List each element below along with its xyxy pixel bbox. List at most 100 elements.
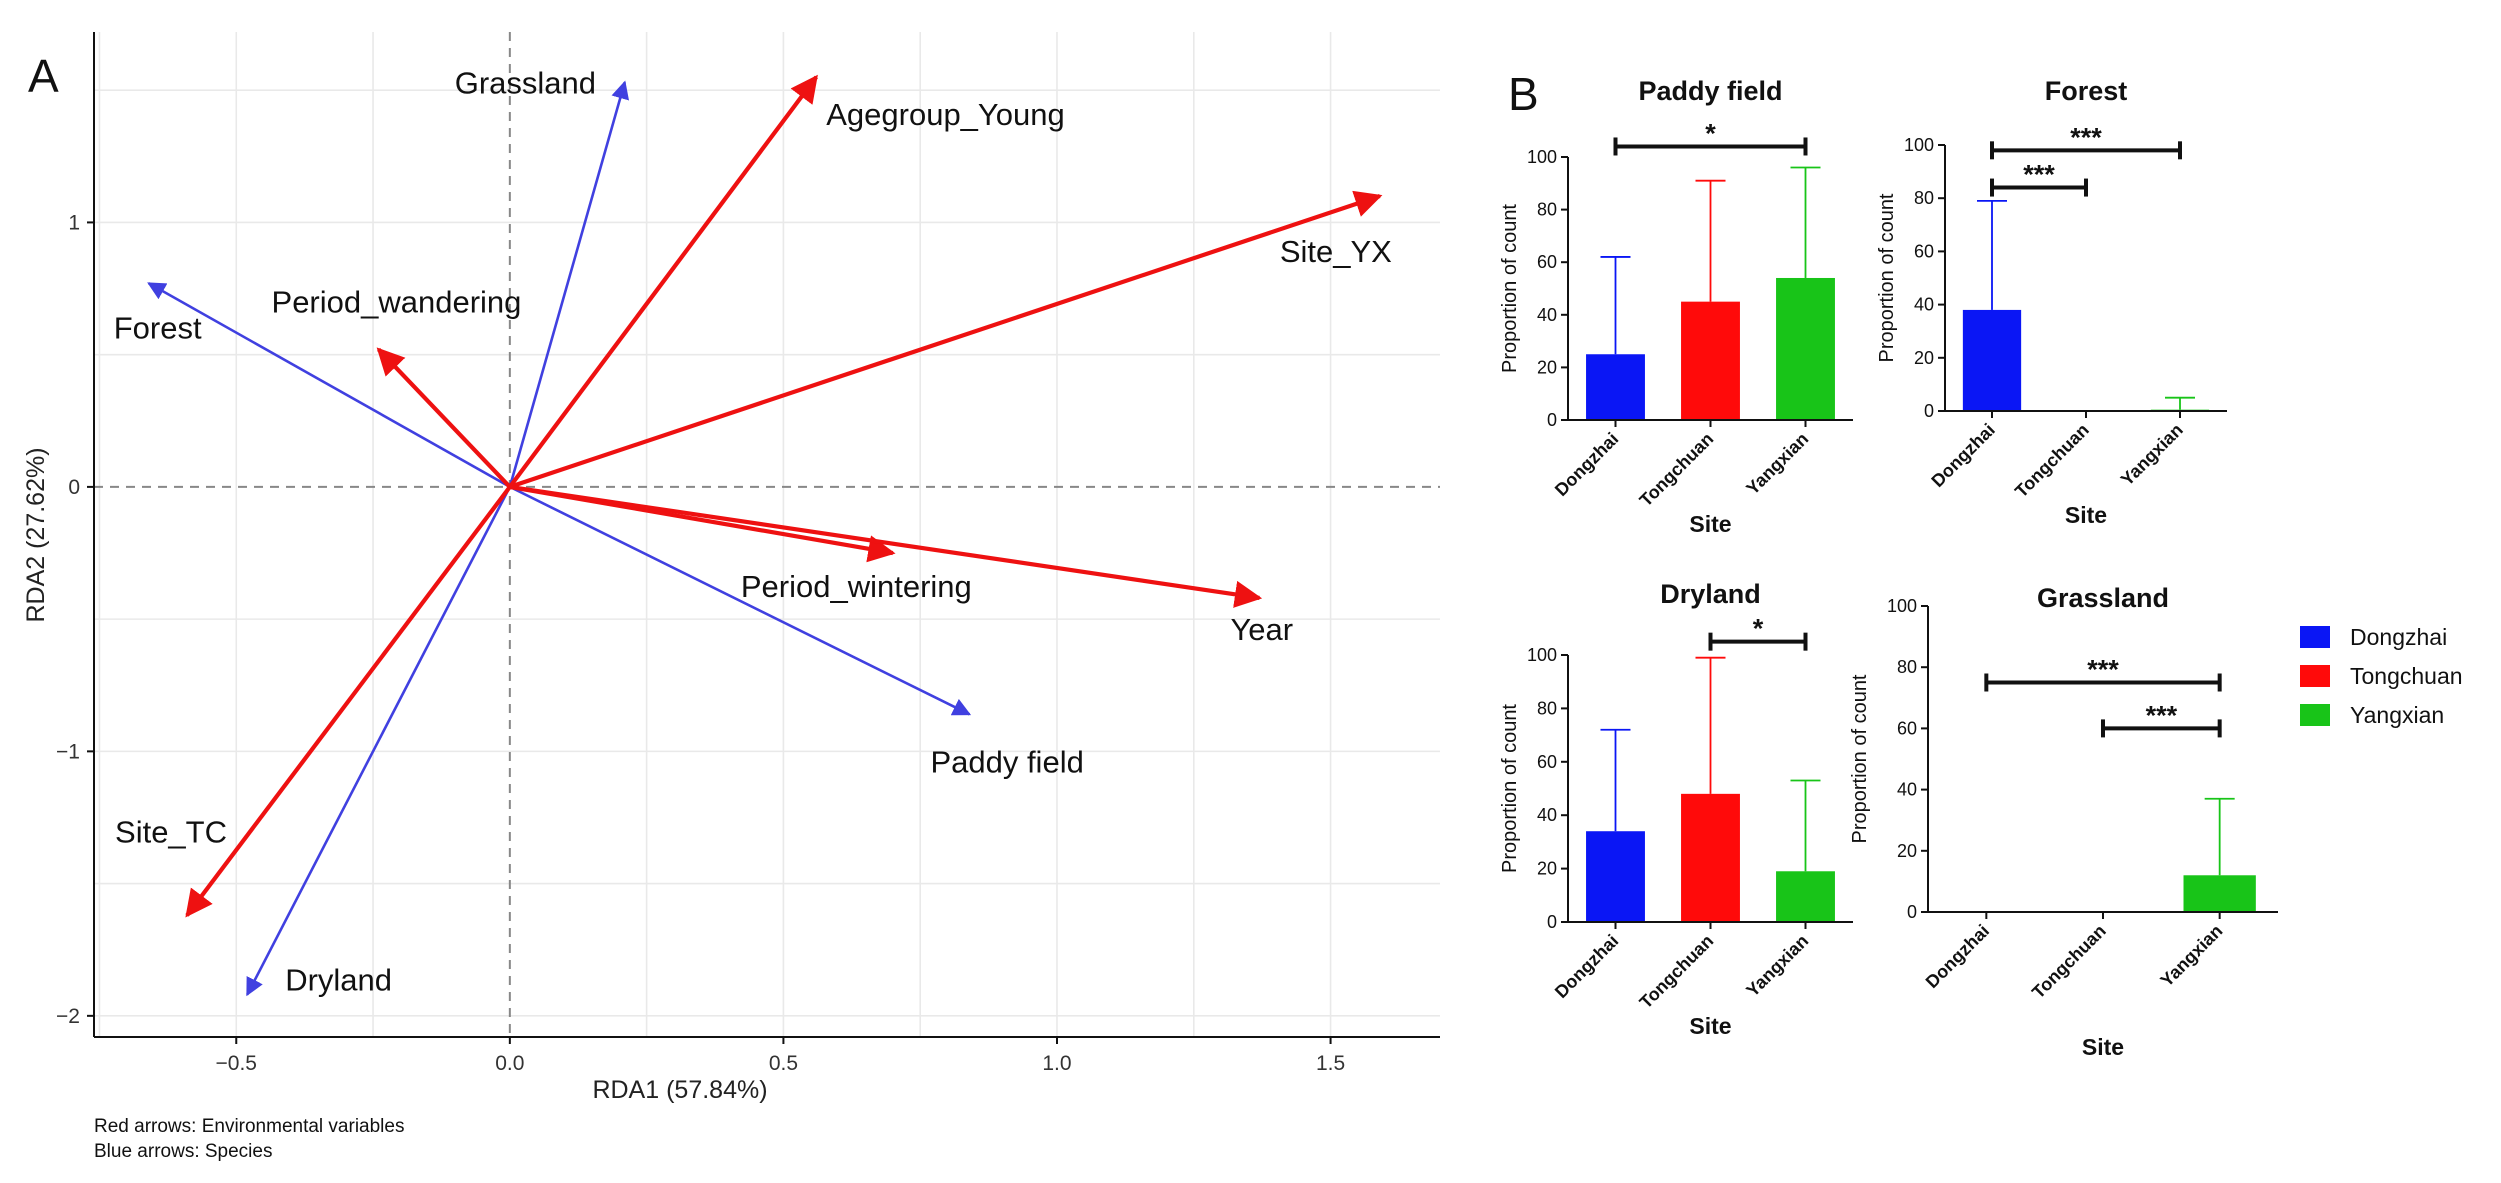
bar-y-tick-label: 80 [1914,188,1934,208]
bar-y-tick-label: 40 [1537,805,1557,825]
bar-chart-title: Grassland [2037,583,2169,613]
species-arrow-label-dryland: Dryland [285,963,392,998]
bar-chart-dryland: Dryland 0 20 40 60 80 100 Dongzhai Tongchuan Yang… [1499,579,1853,1039]
rda-x-tick-label: 1.0 [1042,1052,1071,1075]
legend-swatch-yangxian [2300,704,2330,726]
bar-x-axis-title: Site [1689,1013,1731,1039]
bar-y-tick-label: 20 [1897,841,1917,861]
species-arrow-label-paddy-field: Paddy field [930,744,1083,779]
bar-category-label-yangxian: Yangxian [1742,429,1812,499]
rda-x-tick-label: 0.0 [495,1052,524,1075]
species-arrow-label-grassland: Grassland [455,65,596,100]
significance-label: *** [2070,122,2102,152]
env-arrow-period-wandering [376,347,512,489]
significance-label: * [1705,118,1716,148]
bar-y-tick-label: 100 [1527,147,1557,167]
bar-y-tick-label: 0 [1907,902,1917,922]
rda-x-tick-label: −0.5 [216,1052,257,1075]
bar-y-tick-label: 80 [1897,657,1917,677]
bar-category-label-tongchuan: Tongchuan [1636,429,1718,511]
rda-gridlines [94,32,1440,1037]
env-arrow-label-site-yx: Site_YX [1280,234,1392,269]
species-arrow-forest [147,282,511,489]
rda-zero-lines [94,32,1440,1037]
bar-y-tick-label: 100 [1527,645,1557,665]
bar-chart-title: Forest [2045,76,2128,106]
bar-chart-grassland: Grassland 0 20 40 60 80 100 Dongzhai Tongchuan Ya… [1849,583,2278,1060]
bar-category-label-dongzhai: Dongzhai [1922,921,1993,992]
bar-y-tick-label: 80 [1537,698,1557,718]
bar-yangxian [2183,875,2256,912]
species-arrow-paddy-field [509,485,972,716]
bar-x-axis-title: Site [2082,1034,2124,1060]
bar-category-label-tongchuan: Tongchuan [2011,420,2093,502]
bar-y-tick-label: 80 [1537,200,1557,220]
legend-swatch-tongchuan [2300,665,2330,687]
bar-tongchuan [1681,793,1740,922]
legend-swatch-dongzhai [2300,626,2330,648]
bar-y-tick-label: 60 [1897,718,1917,738]
env-arrow-label-site-tc: Site_TC [115,814,227,849]
bar-tongchuan [1681,301,1740,420]
rda-x-tick-label: 1.5 [1316,1052,1345,1075]
bar-y-tick-label: 40 [1537,305,1557,325]
bar-y-tick-label: 40 [1914,295,1934,315]
bar-category-label-tongchuan: Tongchuan [1636,931,1718,1013]
bar-category-label-yangxian: Yangxian [1742,931,1812,1001]
bar-chart-title: Dryland [1660,579,1761,609]
bar-x-axis-title: Site [1689,511,1731,537]
rda-y-axis-title: RDA2 (27.62%) [22,447,50,622]
legend-label-tongchuan: Tongchuan [2350,663,2463,689]
bar-category-label-dongzhai: Dongzhai [1551,931,1622,1002]
bar-y-tick-label: 0 [1547,912,1557,932]
panel-label-b: B [1508,68,1539,120]
bar-chart-title: Paddy field [1638,76,1782,106]
rda-x-axis-title: RDA1 (57.84%) [592,1076,767,1104]
significance-label: * [1753,614,1764,644]
bar-category-label-tongchuan: Tongchuan [2028,921,2110,1003]
significance-label: *** [2023,160,2055,190]
env-arrow-site-yx [509,190,1383,489]
bar-y-tick-label: 60 [1537,252,1557,272]
footnote-blue-arrows: Blue arrows: Species [94,1141,272,1162]
rda-axes: −0.5 0.0 0.5 1.0 1.5 −2 −1 0 1 [56,32,1440,1075]
bar-y-tick-label: 20 [1537,357,1557,377]
bar-y-tick-label: 100 [1904,135,1934,155]
significance-label: *** [2146,700,2178,730]
bar-y-axis-title: Proportion of count [1876,193,1898,362]
site-legend: Dongzhai Tongchuan Yangxian [2300,624,2463,728]
env-arrow-year [509,484,1263,608]
bar-y-tick-label: 20 [1914,348,1934,368]
env-arrow-label-year: Year [1230,612,1293,647]
env-arrow-label-period-wintering: Period_wintering [741,569,972,604]
rda-x-tick-label: 0.5 [769,1052,798,1075]
bar-y-tick-label: 0 [1924,401,1934,421]
rda-y-tick-label: −2 [56,1005,80,1028]
bar-y-tick-label: 20 [1537,859,1557,879]
bar-dongzhai [1586,831,1645,922]
species-arrow-dryland [246,486,511,997]
legend-label-yangxian: Yangxian [2350,702,2444,728]
bar-x-axis-title: Site [2065,502,2107,528]
bar-category-label-dongzhai: Dongzhai [1551,429,1622,500]
bar-dongzhai [1962,309,2022,411]
panel-label-a: A [28,50,59,102]
env-arrow-label-agegroup-young: Agegroup_Young [826,97,1064,132]
bar-y-tick-label: 60 [1537,752,1557,772]
rda-y-tick-label: 0 [68,476,80,499]
bar-yangxian [1776,277,1835,420]
footnote-red-arrows: Red arrows: Environmental variables [94,1116,404,1137]
bar-category-label-dongzhai: Dongzhai [1927,420,1998,491]
bar-category-label-yangxian: Yangxian [2117,420,2187,490]
legend-label-dongzhai: Dongzhai [2350,624,2447,650]
rda-y-tick-label: 1 [68,211,80,234]
bar-y-tick-label: 0 [1547,410,1557,430]
bar-y-axis-title: Proportion of count [1849,674,1871,843]
bar-chart-paddy-field: Paddy field 0 20 40 60 80 100 Dongzhai Tongchuan… [1499,76,1853,537]
bar-dongzhai [1586,354,1645,420]
species-arrow-grassland [508,80,630,488]
rda-y-tick-label: −1 [56,740,80,763]
env-arrow-agegroup-young [508,74,818,489]
